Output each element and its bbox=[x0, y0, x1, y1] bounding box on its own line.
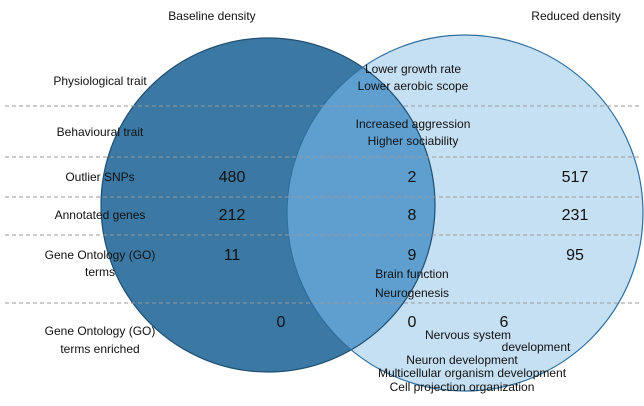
overlap-count: 8 bbox=[408, 207, 417, 224]
reduced-note: Multicellular organism development bbox=[378, 366, 567, 380]
row-dividers bbox=[5, 105, 640, 304]
baseline-count: 480 bbox=[219, 169, 246, 186]
overlap-count: 9 bbox=[408, 247, 417, 264]
reduced-outline bbox=[286, 34, 644, 392]
baseline-count: 11 bbox=[224, 247, 241, 264]
overlap-note: Higher sociability bbox=[368, 134, 459, 148]
reduced-count: 6 bbox=[500, 314, 509, 331]
baseline-outline bbox=[100, 37, 436, 373]
reduced-count: 231 bbox=[562, 207, 589, 224]
row-label: Outlier SNPs bbox=[65, 170, 134, 184]
overlap-note: Lower growth rate bbox=[365, 62, 461, 76]
row-label: terms bbox=[85, 265, 115, 279]
overlap-note: Neurogenesis bbox=[375, 286, 449, 300]
baseline-count: 212 bbox=[219, 207, 246, 224]
overlap-count: 0 bbox=[408, 314, 417, 331]
reduced-note: Cell projection organization bbox=[390, 380, 535, 394]
reduced-note: development bbox=[502, 340, 571, 354]
set-title: Baseline density bbox=[168, 9, 255, 23]
overlap-count: 2 bbox=[408, 169, 417, 186]
reduced-count: 517 bbox=[562, 169, 589, 186]
row-label: Annotated genes bbox=[55, 208, 146, 222]
row-label: Physiological trait bbox=[53, 74, 147, 88]
overlap-note: Increased aggression bbox=[356, 117, 471, 131]
reduced-count: 95 bbox=[566, 247, 584, 264]
baseline-count: 0 bbox=[277, 314, 286, 331]
row-label: Gene Ontology (GO) bbox=[45, 248, 156, 262]
reduced-note: Neuron development bbox=[406, 353, 518, 367]
overlap-region bbox=[287, 38, 435, 372]
row-label: Behavioural trait bbox=[57, 125, 144, 139]
row-label: Gene Ontology (GO) bbox=[45, 324, 156, 338]
reduced-note: Nervous system bbox=[425, 328, 511, 342]
overlap-note: Lower aerobic scope bbox=[358, 79, 469, 93]
row-label: terms enriched bbox=[60, 342, 139, 356]
overlap-note: Brain function bbox=[375, 267, 448, 281]
set-title: Reduced density bbox=[531, 9, 620, 23]
